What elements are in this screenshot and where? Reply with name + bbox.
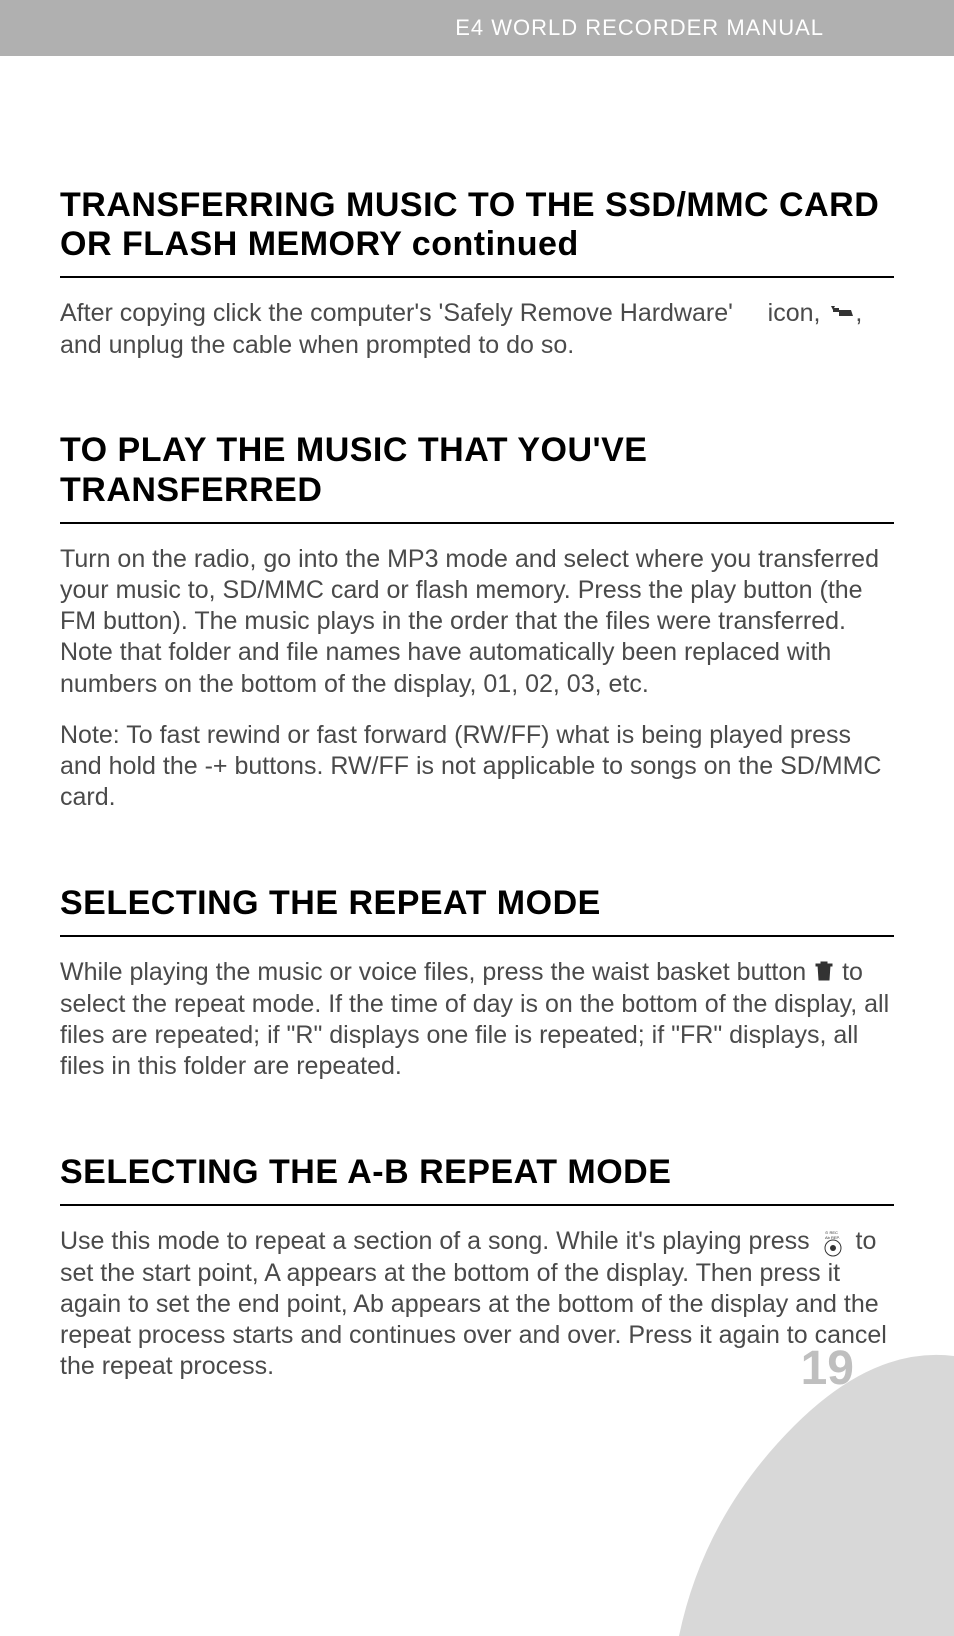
heading-continued: continued: [412, 225, 579, 263]
page-content: TRANSFERRING MUSIC TO THE SSD/MMC CARD O…: [0, 56, 954, 1383]
body-paragraph: Turn on the radio, go into the MP3 mode …: [60, 544, 894, 700]
rec-ab-rep-icon: ⊙ RECAb REP.: [819, 1226, 847, 1257]
heading-main: TO PLAY THE MUSIC THAT YOU'VE TRANSFERRE…: [60, 431, 647, 508]
header-middle: WORLD RECORDER: [491, 15, 719, 40]
page-number: 19: [801, 1341, 854, 1396]
section-repeat-mode: SELECTING THE REPEAT MODE While playing …: [60, 884, 894, 1083]
section-play-music: TO PLAY THE MUSIC THAT YOU'VE TRANSFERRE…: [60, 431, 894, 813]
page-corner-decoration: 19: [674, 1296, 954, 1636]
section-heading: TRANSFERRING MUSIC TO THE SSD/MMC CARD O…: [60, 186, 894, 278]
page-header: E4 WORLD RECORDER MANUAL: [0, 0, 954, 56]
heading-main: SELECTING THE A-B REPEAT MODE: [60, 1153, 671, 1191]
section-heading: SELECTING THE REPEAT MODE: [60, 884, 894, 937]
trash-can-icon: [815, 958, 833, 989]
section-transferring: TRANSFERRING MUSIC TO THE SSD/MMC CARD O…: [60, 186, 894, 361]
section-heading: TO PLAY THE MUSIC THAT YOU'VE TRANSFERRE…: [60, 431, 894, 523]
usb-eject-icon: [829, 299, 853, 330]
header-suffix: MANUAL: [726, 15, 824, 40]
body-paragraph: After copying click the computer's 'Safe…: [60, 298, 894, 361]
body-paragraph: While playing the music or voice files, …: [60, 957, 894, 1083]
body-paragraph: Note: To fast rewind or fast forward (RW…: [60, 720, 894, 814]
section-heading: SELECTING THE A-B REPEAT MODE: [60, 1153, 894, 1206]
header-prefix: E4: [455, 15, 484, 40]
svg-text:Ab REP.: Ab REP.: [825, 1235, 840, 1240]
header-title: E4 WORLD RECORDER MANUAL: [455, 15, 824, 41]
heading-main: SELECTING THE REPEAT MODE: [60, 884, 601, 922]
